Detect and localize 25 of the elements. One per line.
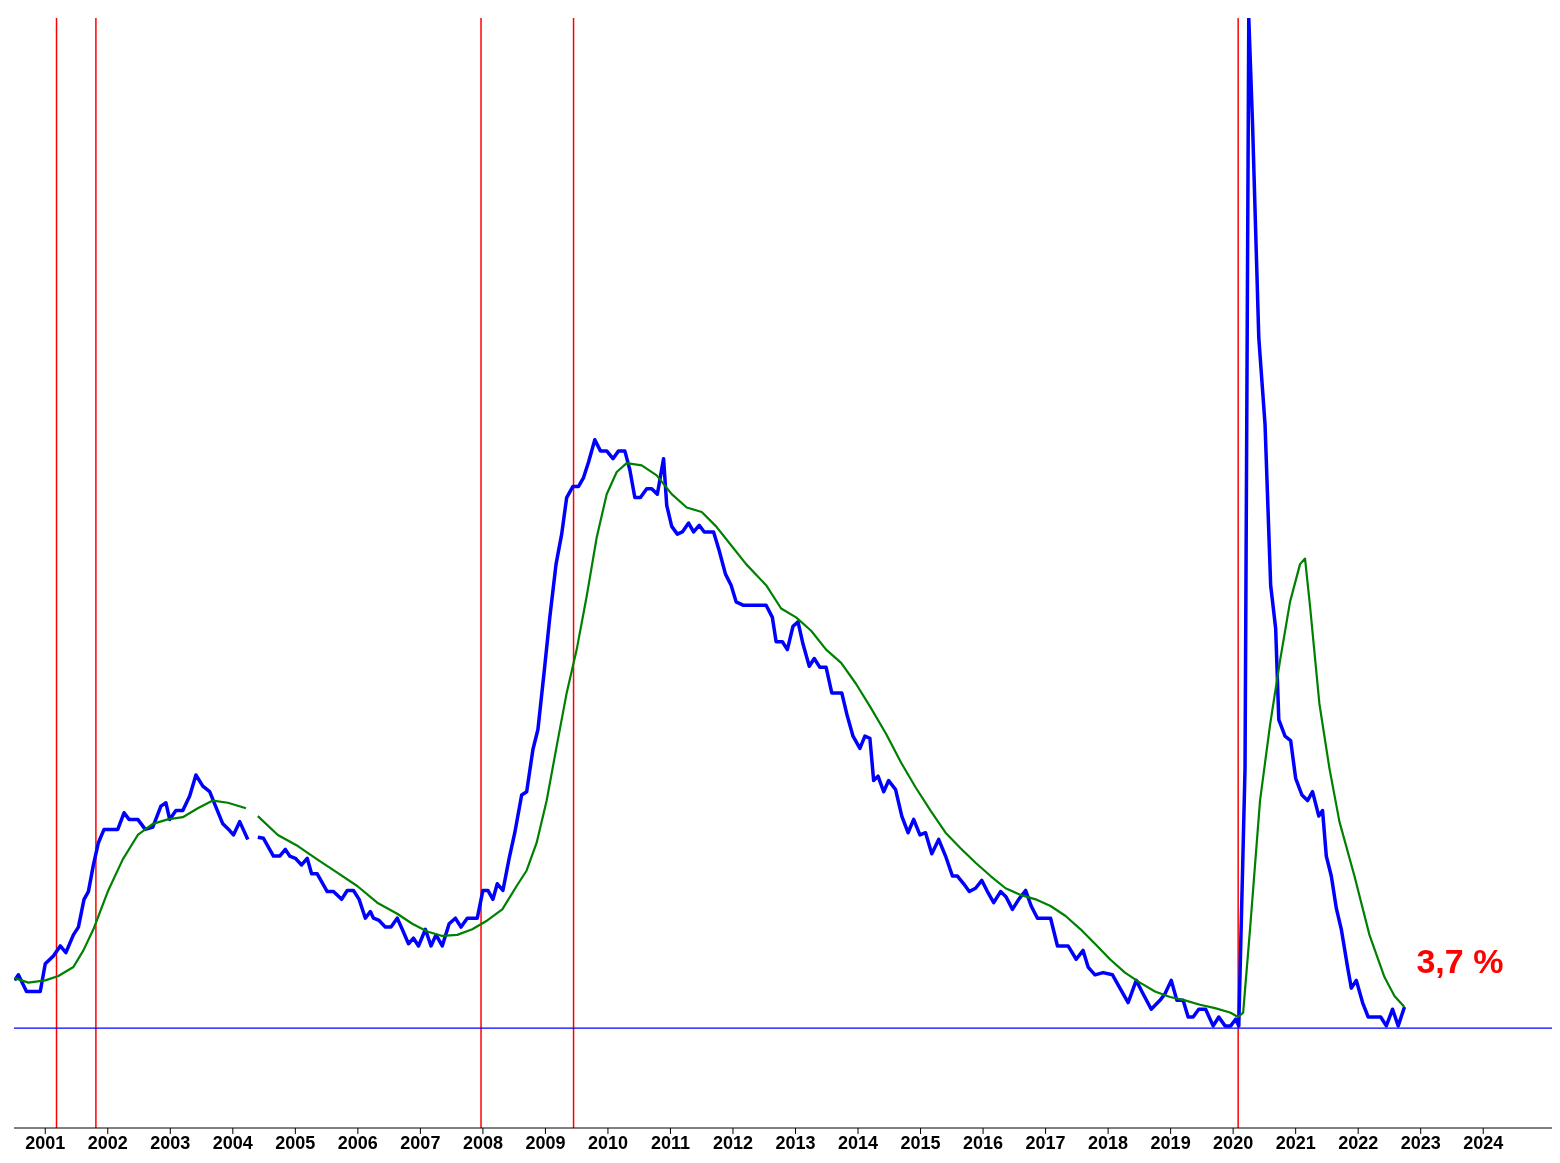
x-tick-label: 2001 xyxy=(25,1132,66,1153)
x-tick-label: 2021 xyxy=(1275,1132,1316,1153)
x-tick-label: 2006 xyxy=(337,1132,378,1153)
x-tick-label: 2012 xyxy=(712,1132,754,1153)
x-tick-label: 2003 xyxy=(150,1132,191,1153)
x-tick-label: 2023 xyxy=(1400,1132,1441,1153)
x-tick-label: 2024 xyxy=(1463,1132,1504,1153)
x-tick-label: 2019 xyxy=(1150,1132,1191,1153)
x-tick-label: 2010 xyxy=(587,1132,628,1153)
x-tick-label: 2008 xyxy=(462,1132,503,1153)
x-tick-label: 2002 xyxy=(87,1132,128,1153)
x-tick-label: 2013 xyxy=(775,1132,816,1153)
x-tick-label: 2015 xyxy=(900,1132,941,1153)
x-tick-label: 2004 xyxy=(212,1132,253,1153)
x-tick-label: 2011 xyxy=(650,1132,690,1153)
x-tick-label: 2016 xyxy=(963,1132,1004,1153)
x-tick-label: 2020 xyxy=(1213,1132,1254,1153)
x-tick-label: 2022 xyxy=(1338,1132,1379,1153)
x-tick-label: 2018 xyxy=(1088,1132,1129,1153)
x-tick-label: 2009 xyxy=(525,1132,566,1153)
x-tick-label: 2007 xyxy=(400,1132,441,1153)
x-tick-label: 2017 xyxy=(1025,1132,1066,1153)
annotation: 3,7 % xyxy=(1416,942,1504,981)
x-tick-label: 2014 xyxy=(838,1132,879,1153)
x-tick-label: 2005 xyxy=(275,1132,316,1153)
